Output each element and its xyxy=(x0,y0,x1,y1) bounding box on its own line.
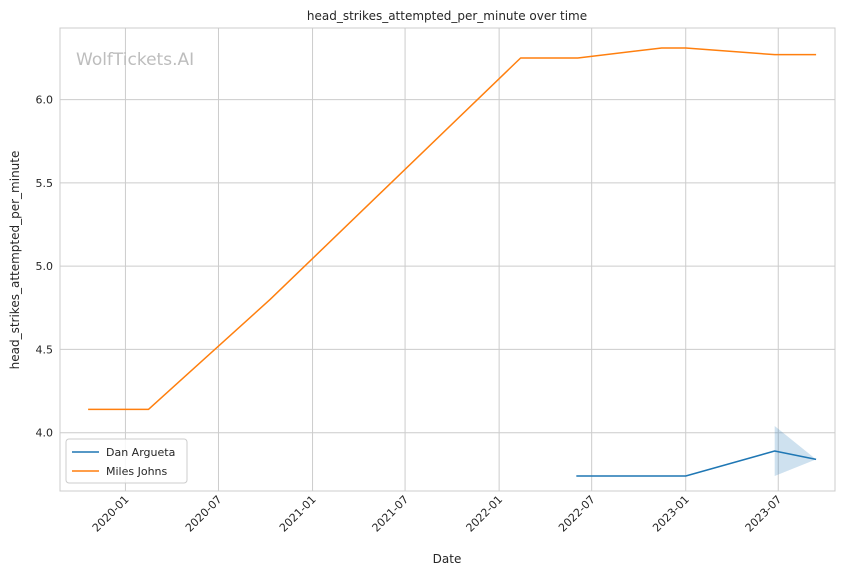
y-tick-label: 4.0 xyxy=(36,427,54,440)
legend: Dan Argueta Miles Johns xyxy=(65,438,188,484)
y-tick-label: 6.0 xyxy=(36,94,54,107)
series-line-miles-johns xyxy=(88,47,817,411)
y-tick-labels: 4.0 4.5 5.0 5.5 6.0 xyxy=(36,94,54,440)
y-gridlines xyxy=(60,99,835,434)
legend-box xyxy=(65,438,188,484)
confidence-bands xyxy=(774,426,817,477)
confidence-band-dan-argueta xyxy=(774,426,817,477)
y-tick-label: 5.0 xyxy=(36,260,54,273)
x-axis-title: Date xyxy=(433,552,462,566)
legend-label-miles-johns: Miles Johns xyxy=(106,465,168,478)
x-tick-label: 2023-01 xyxy=(650,493,692,535)
x-tick-label: 2022-07 xyxy=(556,493,598,535)
plot-area xyxy=(59,27,836,492)
chart-title: head_strikes_attempted_per_minute over t… xyxy=(307,9,587,23)
x-tick-label: 2021-01 xyxy=(277,493,319,535)
y-tick-label: 4.5 xyxy=(36,343,54,356)
x-tick-label: 2022-01 xyxy=(464,493,506,535)
x-tick-labels: 2020-01 2020-07 2021-01 2021-07 2022-01 2022-… xyxy=(90,493,785,535)
legend-label-dan-argueta: Dan Argueta xyxy=(106,446,175,459)
watermark: WolfTickets.AI xyxy=(76,50,194,70)
x-tick-label: 2021-07 xyxy=(369,493,411,535)
x-tick-label: 2020-01 xyxy=(90,493,132,535)
y-axis-title: head_strikes_attempted_per_minute xyxy=(8,151,22,370)
x-tick-label: 2020-07 xyxy=(183,493,225,535)
series-line-dan-argueta xyxy=(576,450,817,477)
x-tick-label: 2023-07 xyxy=(743,493,785,535)
series-lines xyxy=(88,47,817,477)
y-tick-label: 5.5 xyxy=(36,177,54,190)
